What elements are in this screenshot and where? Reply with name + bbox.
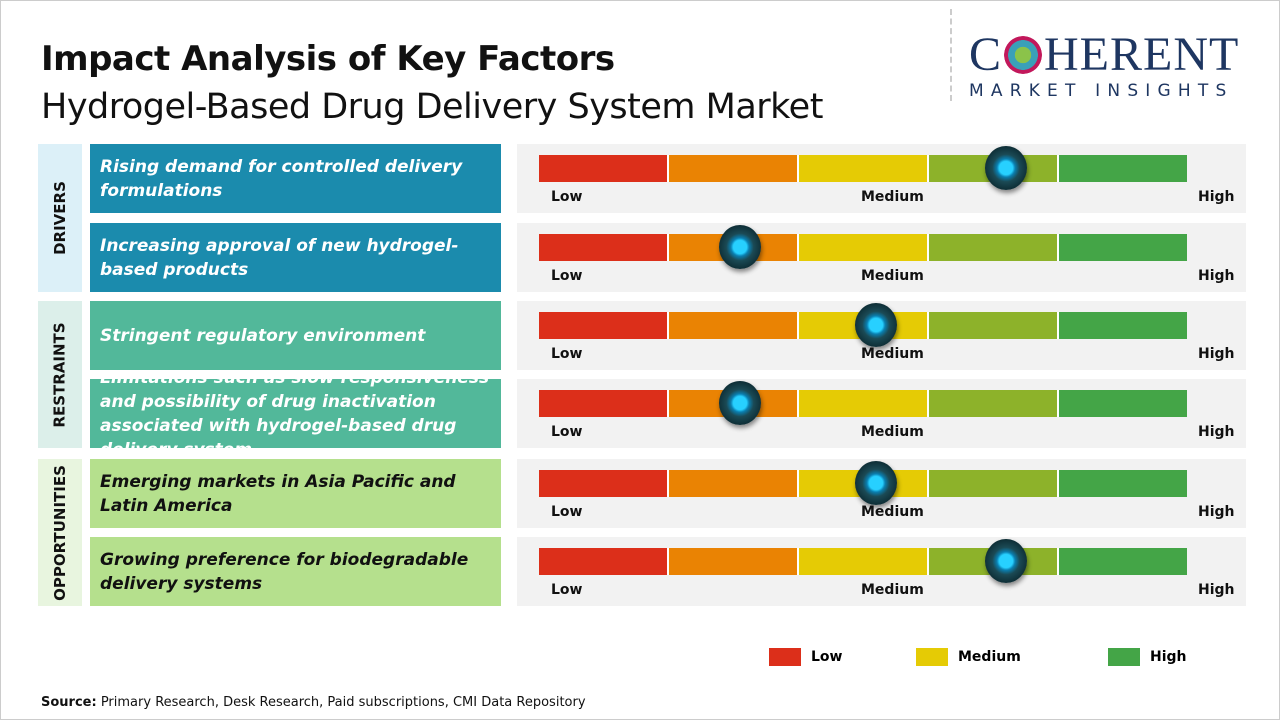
gauge-knob-icon [718,381,761,425]
gauge-segment [1059,155,1187,182]
gauge-segment [929,470,1059,497]
gauge-segment [539,155,669,182]
factor-drivers: Increasing approval of new hydrogel-base… [90,223,501,292]
scale-label-high: High [1198,504,1235,520]
gauge-segment [539,390,669,417]
logo-text: C [969,28,1003,81]
gauge-segment [799,390,929,417]
gauge-bar [539,470,1187,497]
gauge-bar [539,155,1187,182]
gauge-segment [1059,548,1187,575]
gauge-segment [669,470,799,497]
gauge-segment [929,234,1059,261]
scale-label-medium: Medium [861,582,924,598]
scale-label-high: High [1198,582,1235,598]
source-label: Source: [41,695,97,710]
divider [950,9,952,101]
gauge-segment [1059,312,1187,339]
impact-gauge: Low Medium High [517,537,1246,606]
scale-label-high: High [1198,268,1235,284]
category-restraints: RESTRAINTS [38,301,82,448]
gauge-segment [929,312,1059,339]
factor-opportunities: Growing preference for biodegradable del… [90,537,501,606]
legend-label: Low [811,649,843,665]
scale-label-low: Low [551,504,583,520]
gauge-bar [539,312,1187,339]
legend-medium: Medium [916,648,1021,666]
legend-swatch-high [1108,648,1140,666]
globe-icon [1004,36,1043,74]
legend-swatch-low [769,648,801,666]
gauge-knob-icon [984,146,1027,190]
gauge-segment [669,155,799,182]
factor-drivers: Rising demand for controlled delivery fo… [90,144,501,213]
category-opportunities: OPPORTUNITIES [38,459,82,606]
scale-label-high: High [1198,346,1235,362]
gauge-knob-icon [854,303,897,347]
legend-high: High [1108,648,1187,666]
impact-gauge: Low Medium High [517,459,1246,528]
gauge-segment [799,155,929,182]
gauge-segment [799,548,929,575]
gauge-segment [669,312,799,339]
page-subtitle: Hydrogel-Based Drug Delivery System Mark… [41,87,823,127]
source-text: Primary Research, Desk Research, Paid su… [96,695,586,710]
category-label: DRIVERS [51,181,70,255]
scale-label-low: Low [551,582,583,598]
legend-swatch-medium [916,648,948,666]
logo-text: HERENT [1044,28,1240,81]
gauge-segment [1059,390,1187,417]
gauge-segment [929,390,1059,417]
gauge-knob-icon [718,225,761,269]
category-drivers: DRIVERS [38,144,82,292]
scale-label-high: High [1198,424,1235,440]
impact-gauge: Low Medium High [517,301,1246,370]
gauge-knob-icon [984,539,1027,583]
gauge-segment [539,470,669,497]
gauge-segment [1059,234,1187,261]
scale-label-medium: Medium [861,189,924,205]
gauge-segment [799,234,929,261]
source-note: Source: Primary Research, Desk Research,… [41,695,586,710]
legend-label: High [1150,649,1187,665]
impact-gauge: Low Medium High [517,379,1246,448]
coherent-logo: C HERENT MARKET INSIGHTS [969,28,1264,102]
scale-label-low: Low [551,268,583,284]
impact-gauge: Low Medium High [517,223,1246,292]
gauge-bar [539,548,1187,575]
category-label: OPPORTUNITIES [51,464,69,601]
scale-label-medium: Medium [861,424,924,440]
scale-label-high: High [1198,189,1235,205]
scale-label-medium: Medium [861,268,924,284]
gauge-segment [539,548,669,575]
factor-restraints: Stringent regulatory environment [90,301,501,370]
scale-label-low: Low [551,189,583,205]
legend-label: Medium [958,649,1021,665]
scale-label-low: Low [551,424,583,440]
legend-low: Low [769,648,842,666]
scale-label-medium: Medium [861,346,924,362]
gauge-segment [669,548,799,575]
gauge-bar [539,234,1187,261]
gauge-segment [1059,470,1187,497]
gauge-segment [539,234,669,261]
gauge-segment [539,312,669,339]
gauge-bar [539,390,1187,417]
scale-label-medium: Medium [861,504,924,520]
factor-opportunities: Emerging markets in Asia Pacific and Lat… [90,459,501,528]
logo-tagline: MARKET INSIGHTS [969,81,1234,101]
scale-label-low: Low [551,346,583,362]
page-title: Impact Analysis of Key Factors [41,39,615,79]
gauge-knob-icon [854,461,897,505]
impact-gauge: Low Medium High [517,144,1246,213]
factor-restraints: Limitations such as slow responsiveness … [90,368,501,460]
category-label: RESTRAINTS [51,321,70,428]
